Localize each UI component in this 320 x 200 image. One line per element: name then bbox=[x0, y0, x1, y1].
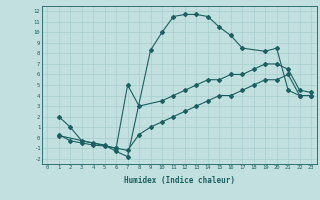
X-axis label: Humidex (Indice chaleur): Humidex (Indice chaleur) bbox=[124, 176, 235, 185]
